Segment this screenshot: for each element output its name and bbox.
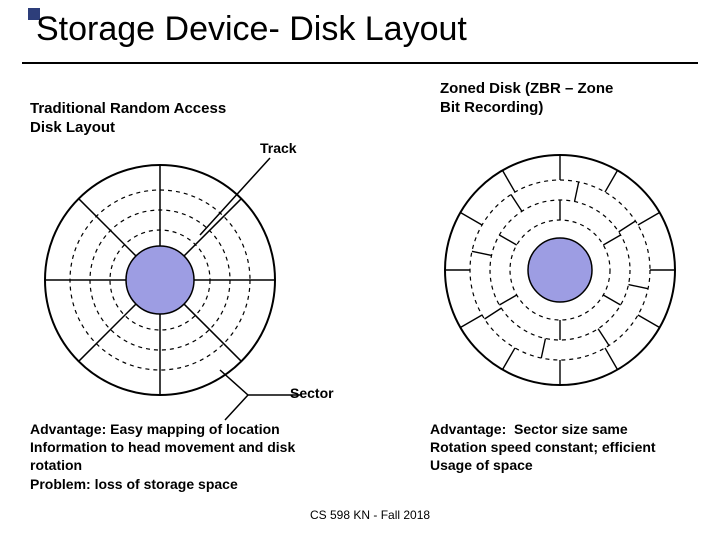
right-advantage-text: Advantage: Sector size same Rotation spe… — [430, 420, 656, 475]
slide-title: Storage Device- Disk Layout — [36, 10, 467, 49]
sector-label: Sector — [290, 385, 334, 401]
left-heading: Traditional Random Access Disk Layout — [30, 100, 226, 138]
right-heading: Zoned Disk (ZBR – Zone Bit Recording) — [440, 80, 613, 118]
zoned-disk-diagram — [430, 140, 690, 400]
traditional-disk-diagram — [30, 150, 290, 410]
left-advantage-text: Advantage: Easy mapping of location Info… — [30, 420, 295, 493]
title-underline — [22, 62, 698, 64]
slide-footer: CS 598 KN - Fall 2018 — [310, 508, 430, 522]
